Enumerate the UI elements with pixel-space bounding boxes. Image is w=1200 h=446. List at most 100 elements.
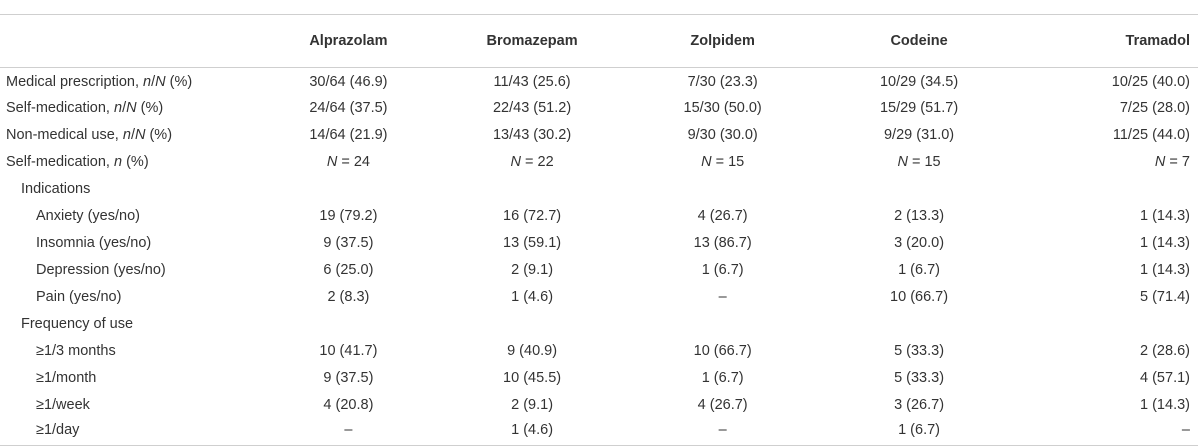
table-cell: 1 (14.3)	[1140, 235, 1190, 251]
table-cell: 4 (26.7)	[697, 208, 748, 224]
table-cell: N = 15	[897, 154, 941, 170]
table-cell: –	[718, 289, 727, 305]
table-cell: 1 (6.7)	[701, 262, 744, 278]
table-cell: 11/43 (25.6)	[493, 74, 571, 91]
table-row: Insomnia (yes/no) 9 (37.5) 13 (59.1) 13 (86…	[0, 230, 1198, 257]
table-row: Non-medical use, n/N (%) 14/64 (21.9) 13/4…	[0, 122, 1198, 149]
table-cell	[634, 176, 811, 203]
table-cell: 13/43 (30.2)	[492, 127, 572, 143]
table-cell: 6 (25.0)	[323, 262, 374, 278]
table-cell: 13 (86.7)	[693, 235, 752, 251]
row-label: Depression (yes/no)	[36, 262, 166, 278]
table-cell: 4 (57.1)	[1140, 370, 1190, 386]
table-cell	[811, 311, 1027, 338]
table-cell: 2 (9.1)	[511, 262, 554, 278]
table-row: Depression (yes/no) 6 (25.0) 2 (9.1) 1 (6.7…	[0, 257, 1198, 284]
table-cell	[811, 176, 1027, 203]
table-cell: 24/64 (37.5)	[309, 100, 388, 116]
table-cell: N = 15	[701, 154, 745, 170]
table-row: Pain (yes/no) 2 (8.3) 1 (4.6) – 10 (66.7) 5 (…	[0, 284, 1198, 311]
row-label: Indications	[21, 181, 91, 197]
table-cell: 4 (20.8)	[323, 397, 374, 413]
table-row: Medical prescription, n/N (%) 30/64 (46.9…	[0, 68, 1198, 95]
table-cell: 22/43 (51.2)	[492, 100, 572, 116]
table-cell: N = 22	[510, 154, 554, 170]
table-cell: 19 (79.2)	[319, 208, 378, 224]
table-cell: 1 (6.7)	[898, 262, 941, 278]
table-cell: 2 (13.3)	[894, 208, 945, 224]
table-cell: 14/64 (21.9)	[309, 127, 388, 143]
table-cell: 9/30 (30.0)	[687, 127, 758, 143]
table-cell	[430, 311, 634, 338]
header-tramadol: Tramadol	[1125, 33, 1190, 49]
table-cell: 1 (4.6)	[511, 421, 554, 438]
header-zolpidem: Zolpidem	[690, 33, 755, 49]
table-cell: 15/29 (51.7)	[879, 100, 959, 116]
row-label: ≥1/3 months	[36, 343, 116, 359]
row-label: ≥1/day	[36, 421, 80, 438]
header-row: Alprazolam Bromazepam Zolpidem Codeine T…	[0, 14, 1198, 68]
table-cell: 1 (6.7)	[898, 421, 941, 438]
row-label: ≥1/month	[36, 370, 97, 386]
table-cell: 2 (8.3)	[327, 289, 370, 305]
table-cell	[267, 176, 430, 203]
table-row: ≥1/3 months 10 (41.7) 9 (40.9) 10 (66.7) 5 (…	[0, 338, 1198, 365]
table-cell: 2 (9.1)	[511, 397, 554, 413]
header-alprazolam: Alprazolam	[309, 33, 388, 49]
table-cell: 10/29 (34.5)	[879, 74, 959, 91]
drug-use-table: Alprazolam Bromazepam Zolpidem Codeine T…	[0, 14, 1198, 446]
header-cell-empty	[0, 15, 267, 68]
table-cell	[1027, 311, 1198, 338]
table-cell: 7/25 (28.0)	[1119, 100, 1190, 116]
table-row: Frequency of use	[0, 311, 1198, 338]
table-cell	[1027, 176, 1198, 203]
table-cell: –	[344, 421, 353, 438]
row-label: Self-medication, n (%)	[6, 154, 149, 170]
table-cell: 7/30 (23.3)	[687, 74, 758, 91]
table-cell: 10 (41.7)	[319, 343, 378, 359]
table-cell: –	[1181, 421, 1190, 438]
table-cell: 5 (33.3)	[894, 370, 945, 386]
table-row: Self-medication, n/N (%) 24/64 (37.5) 22/4…	[0, 95, 1198, 122]
table-cell: 1 (4.6)	[511, 289, 554, 305]
table-cell: 9/29 (31.0)	[883, 127, 955, 143]
table-row: ≥1/week 4 (20.8) 2 (9.1) 4 (26.7) 3 (26.7) 1 …	[0, 392, 1198, 419]
header-bromazepam: Bromazepam	[486, 33, 578, 49]
table-cell	[430, 176, 634, 203]
table-cell: 11/25 (44.0)	[1112, 127, 1190, 143]
table-cell: 15/30 (50.0)	[683, 100, 762, 116]
table-cell: 1 (14.3)	[1140, 262, 1190, 278]
table-cell: 9 (37.5)	[323, 370, 374, 386]
header-codeine: Codeine	[890, 33, 948, 49]
table-cell: 5 (71.4)	[1140, 289, 1190, 305]
table-row: ≥1/day – 1 (4.6) – 1 (6.7) –	[0, 419, 1198, 446]
table-cell: 9 (37.5)	[323, 235, 374, 251]
table-cell: 13 (59.1)	[503, 235, 562, 251]
row-label: Self-medication, n/N (%)	[6, 100, 164, 116]
table-row: Indications	[0, 176, 1198, 203]
table-cell: 3 (26.7)	[894, 397, 945, 413]
table-cell: 10 (66.7)	[890, 289, 949, 305]
table-cell: N = 24	[326, 154, 370, 170]
table-cell: 1 (14.3)	[1140, 397, 1190, 413]
table-cell: 10 (45.5)	[503, 370, 562, 386]
row-label: Medical prescription, n/N (%)	[6, 74, 193, 91]
row-label: Pain (yes/no)	[36, 289, 122, 305]
table-cell: 1 (6.7)	[701, 370, 744, 386]
table-cell: 9 (40.9)	[507, 343, 558, 359]
row-label: Frequency of use	[21, 316, 134, 332]
table-cell: 30/64 (46.9)	[309, 74, 388, 91]
table-row: ≥1/month 9 (37.5) 10 (45.5) 1 (6.7) 5 (33.3)…	[0, 365, 1198, 392]
table-header: Alprazolam Bromazepam Zolpidem Codeine T…	[0, 14, 1198, 68]
table-cell	[267, 311, 430, 338]
row-label: Anxiety (yes/no)	[36, 208, 140, 224]
table-cell	[634, 311, 811, 338]
table-cell: 4 (26.7)	[697, 397, 748, 413]
table-cell: 5 (33.3)	[894, 343, 945, 359]
table-cell: 2 (28.6)	[1140, 343, 1190, 359]
table-cell: 1 (14.3)	[1140, 208, 1190, 224]
table-row: Self-medication, n (%) N = 24 N = 22 N = 15…	[0, 149, 1198, 176]
table-cell: N = 7	[1154, 154, 1190, 170]
table-row: Anxiety (yes/no) 19 (79.2) 16 (72.7) 4 (26.…	[0, 203, 1198, 230]
